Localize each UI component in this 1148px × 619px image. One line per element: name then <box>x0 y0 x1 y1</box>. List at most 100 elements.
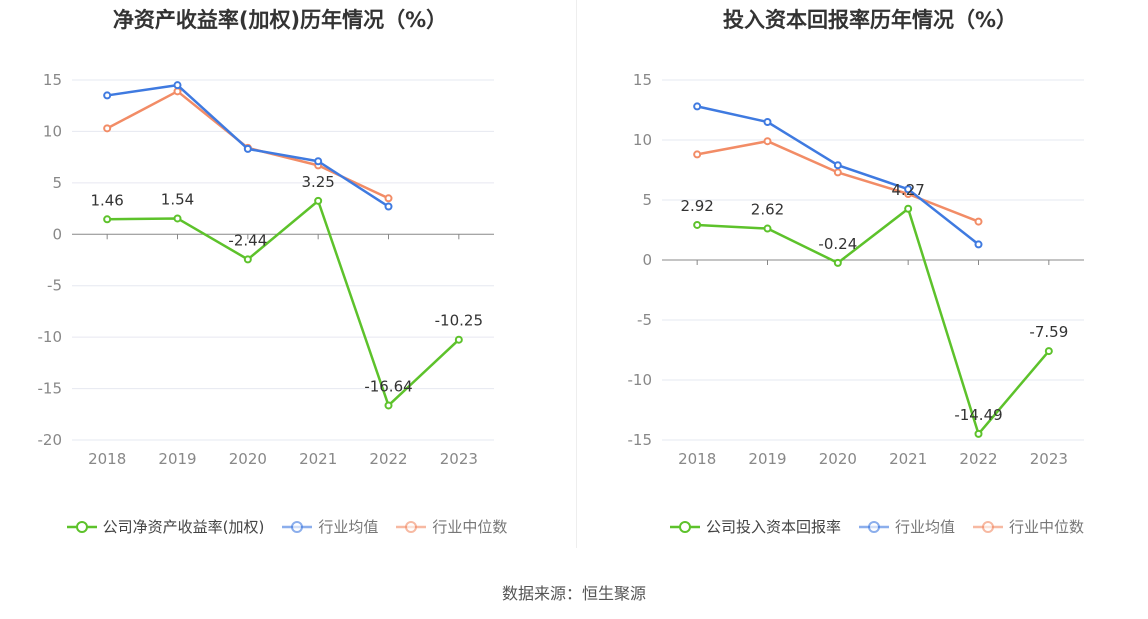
chart-title: 净资产收益率(加权)历年情况（%） <box>112 8 448 32</box>
data-point <box>693 150 702 159</box>
legend-item[interactable]: 行业均值 <box>858 516 955 537</box>
x-tick-label: 2018 <box>88 450 126 468</box>
data-label: 2.62 <box>751 201 784 219</box>
data-point <box>173 214 182 223</box>
legend-swatch-icon <box>858 520 889 533</box>
x-tick-label: 2019 <box>158 450 196 468</box>
data-point <box>974 240 983 249</box>
data-label: -0.24 <box>818 235 857 253</box>
x-tick-label: 2023 <box>440 450 478 468</box>
data-label: -14.49 <box>954 406 1002 424</box>
legend-item[interactable]: 公司净资产收益率(加权) <box>66 516 265 537</box>
data-source-note: 数据来源：恒生聚源 <box>501 584 646 603</box>
data-label: 3.25 <box>301 173 334 191</box>
data-label: 2.92 <box>680 197 713 215</box>
y-tick-label: -5 <box>637 311 652 329</box>
roe-chart-plot: 15 10 5 0 -5 -10 -15 -20 2018 2019 2020 2021 2022 202… <box>38 71 494 468</box>
data-point <box>243 144 252 153</box>
data-label: -2.44 <box>228 231 267 249</box>
x-tick-label: 2019 <box>748 450 786 468</box>
legend-marker <box>291 520 304 533</box>
data-point <box>173 87 182 96</box>
x-tick-label: 2022 <box>369 450 407 468</box>
x-tick-label: 2018 <box>678 450 716 468</box>
legend-marker <box>678 520 691 533</box>
legend-label: 行业均值 <box>318 518 379 536</box>
y-tick-label: -15 <box>628 431 653 449</box>
data-label: -10.25 <box>435 312 483 330</box>
data-point <box>103 215 112 224</box>
data-point <box>103 124 112 133</box>
chart-title: 投入资本回报率历年情况（%） <box>722 8 1018 32</box>
data-label: 1.46 <box>90 191 123 209</box>
data-point <box>384 194 393 203</box>
data-point <box>763 118 772 126</box>
y-tick-label: -15 <box>38 380 63 398</box>
legend-label: 公司投入资本回报率 <box>705 518 841 536</box>
roic-chart-panel: 投入资本回报率历年情况（%） 15 10 5 0 -5 -10 -15 2018 2019 202… <box>590 0 1148 560</box>
y-tick-label: -10 <box>628 371 653 389</box>
series-line-0 <box>697 207 1050 436</box>
data-point <box>833 161 842 170</box>
data-point <box>314 157 323 166</box>
data-point <box>1044 347 1053 356</box>
data-label: -7.59 <box>1029 323 1068 341</box>
data-point <box>763 137 772 146</box>
y-tick-label: 15 <box>633 71 652 89</box>
legend-marker <box>405 520 418 533</box>
x-tick-label: 2023 <box>1030 450 1068 468</box>
data-point <box>693 102 702 111</box>
series-line-2 <box>696 139 979 223</box>
data-point <box>454 335 463 344</box>
y-tick-label: 10 <box>633 131 652 149</box>
legend-item[interactable]: 公司投入资本回报率 <box>669 516 841 537</box>
data-label: 1.54 <box>161 190 194 208</box>
legend-marker <box>982 520 994 533</box>
x-tick-label: 2021 <box>889 450 927 468</box>
legend-swatch-icon <box>669 520 700 533</box>
data-point <box>693 220 702 229</box>
legend-item[interactable]: 行业均值 <box>282 516 378 537</box>
data-label: 4.27 <box>891 181 924 199</box>
x-tick-label: 2020 <box>229 450 267 468</box>
legend-item[interactable]: 行业中位数 <box>396 516 507 537</box>
y-tick-label: 15 <box>43 71 62 89</box>
data-point <box>384 401 393 410</box>
x-tick-label: 2020 <box>819 450 857 468</box>
x-tick-label: 2021 <box>299 450 337 468</box>
data-point <box>384 202 393 211</box>
data-point <box>243 255 252 264</box>
legend-marker <box>75 520 88 533</box>
roic-chart-plot: 15 10 5 0 -5 -10 -15 2018 2019 2020 2021 2022 2023 2.… <box>628 71 1084 468</box>
data-point <box>103 91 112 100</box>
data-point <box>904 185 913 194</box>
y-tick-label: 5 <box>642 191 652 209</box>
legend-swatch-icon <box>396 520 427 533</box>
legend-label: 行业中位数 <box>1009 518 1085 536</box>
y-tick-label: 10 <box>43 122 62 140</box>
data-point <box>974 217 983 226</box>
roe-chart-legend: 公司净资产收益率(加权) 行业均值 行业中位数 <box>0 516 574 537</box>
series-line-0 <box>107 199 460 407</box>
data-point <box>904 204 913 213</box>
legend-swatch-icon <box>973 520 1003 533</box>
roe-chart-panel: 净资产收益率(加权)历年情况（%） 15 10 5 0 -5 -10 -15 -20 2018 2… <box>0 0 574 560</box>
y-tick-label: -10 <box>38 328 63 346</box>
panel-divider <box>576 0 577 548</box>
legend-label: 行业均值 <box>894 518 955 536</box>
y-tick-label: 0 <box>642 251 652 269</box>
legend-label: 公司净资产收益率(加权) <box>102 518 265 536</box>
y-tick-label: 0 <box>52 225 62 243</box>
legend-swatch-icon <box>66 520 97 533</box>
data-point <box>833 168 842 177</box>
data-point <box>974 429 983 438</box>
roic-chart-legend: 公司投入资本回报率 行业均值 行业中位数 <box>590 516 1148 537</box>
legend-label: 行业中位数 <box>432 518 508 536</box>
data-point <box>763 224 772 233</box>
data-point <box>833 258 842 267</box>
data-point <box>314 196 323 205</box>
data-label: -16.64 <box>364 377 412 395</box>
x-tick-label: 2022 <box>959 450 997 468</box>
legend-item[interactable]: 行业中位数 <box>973 516 1084 537</box>
y-tick-label: -5 <box>47 277 62 295</box>
